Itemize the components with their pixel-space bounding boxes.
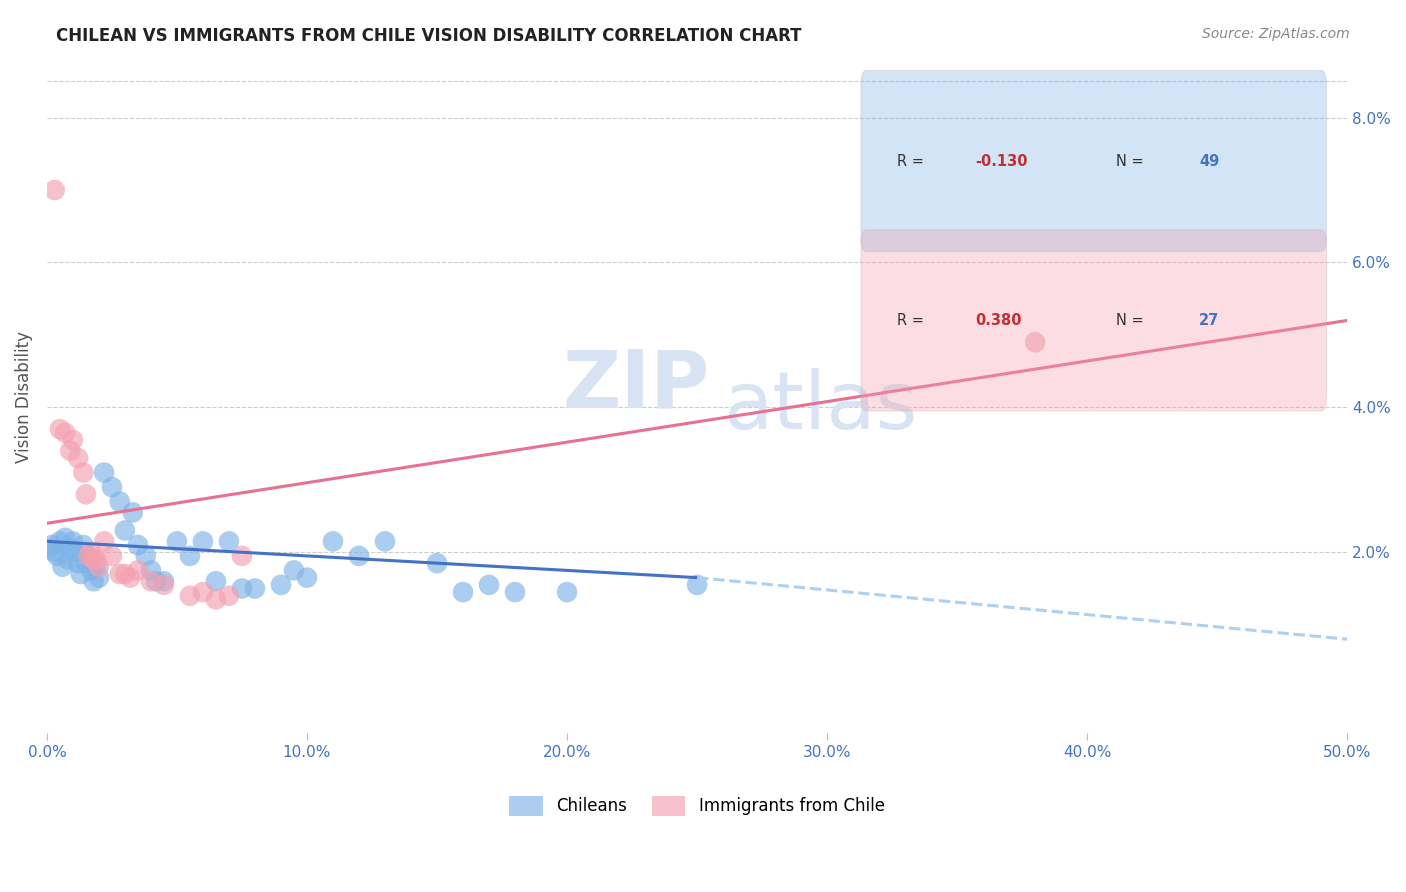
Point [283, 563, 305, 577]
Point [72, 538, 94, 552]
Point [93, 466, 115, 480]
Point [84, 559, 107, 574]
Point [179, 549, 201, 563]
Point [231, 582, 253, 596]
Text: -0.130: -0.130 [976, 153, 1028, 169]
Point [322, 534, 344, 549]
Point [87, 559, 110, 574]
Point [101, 549, 124, 563]
Point [80, 563, 103, 577]
Y-axis label: Vision Disability: Vision Disability [15, 331, 32, 462]
FancyBboxPatch shape [860, 70, 1326, 252]
Text: N =: N = [1116, 313, 1149, 328]
Point [75, 556, 97, 570]
Point [218, 589, 240, 603]
Text: 0.380: 0.380 [976, 313, 1022, 328]
Point [114, 524, 136, 538]
Point [65, 545, 87, 559]
Point [205, 592, 228, 607]
Point [49, 534, 72, 549]
Point [41, 538, 63, 552]
Point [59, 443, 82, 458]
Point [374, 534, 396, 549]
Point [478, 578, 501, 592]
Point [1024, 335, 1046, 350]
Point [179, 589, 201, 603]
Point [56, 552, 79, 566]
Point [51, 559, 73, 574]
Point [153, 574, 176, 589]
Point [135, 549, 157, 563]
Point [53, 425, 76, 440]
Point [218, 534, 240, 549]
Point [114, 567, 136, 582]
Text: atlas: atlas [723, 368, 918, 446]
Point [127, 538, 149, 552]
Text: R =: R = [897, 153, 929, 169]
Point [53, 531, 76, 545]
Point [127, 563, 149, 577]
Point [451, 585, 474, 599]
Point [231, 549, 253, 563]
Point [205, 574, 228, 589]
Text: 49: 49 [1199, 153, 1219, 169]
Text: R =: R = [897, 313, 929, 328]
Text: Source: ZipAtlas.com: Source: ZipAtlas.com [1202, 27, 1350, 41]
Point [243, 582, 266, 596]
Point [46, 549, 69, 563]
Point [59, 541, 82, 556]
Point [62, 534, 84, 549]
Text: ZIP: ZIP [562, 347, 710, 425]
Point [80, 545, 103, 559]
Point [153, 578, 176, 592]
Point [77, 549, 100, 563]
Point [426, 556, 449, 570]
Point [108, 494, 131, 508]
Point [347, 549, 370, 563]
Point [191, 585, 214, 599]
Point [139, 563, 162, 577]
Point [49, 422, 72, 436]
Point [67, 451, 90, 466]
Point [38, 541, 60, 556]
Point [44, 545, 66, 559]
Point [77, 549, 100, 563]
Point [191, 534, 214, 549]
Text: N =: N = [1116, 153, 1149, 169]
Point [270, 578, 292, 592]
Point [83, 552, 105, 566]
Point [686, 578, 709, 592]
Point [139, 574, 162, 589]
Point [83, 574, 105, 589]
Point [87, 571, 110, 585]
Point [145, 574, 167, 589]
Point [72, 466, 94, 480]
Point [69, 567, 91, 582]
Point [108, 567, 131, 582]
Point [120, 571, 142, 585]
Point [555, 585, 578, 599]
Point [503, 585, 526, 599]
Point [166, 534, 188, 549]
Point [121, 505, 143, 519]
Point [101, 480, 124, 494]
Point [75, 487, 97, 501]
FancyBboxPatch shape [860, 230, 1326, 411]
Text: CHILEAN VS IMMIGRANTS FROM CHILE VISION DISABILITY CORRELATION CHART: CHILEAN VS IMMIGRANTS FROM CHILE VISION … [56, 27, 801, 45]
Point [295, 571, 318, 585]
Legend: Chileans, Immigrants from Chile: Chileans, Immigrants from Chile [503, 789, 891, 822]
Point [62, 433, 84, 447]
Text: 27: 27 [1199, 313, 1219, 328]
Point [93, 534, 115, 549]
Point [67, 556, 90, 570]
Point [44, 183, 66, 197]
Point [84, 552, 107, 566]
